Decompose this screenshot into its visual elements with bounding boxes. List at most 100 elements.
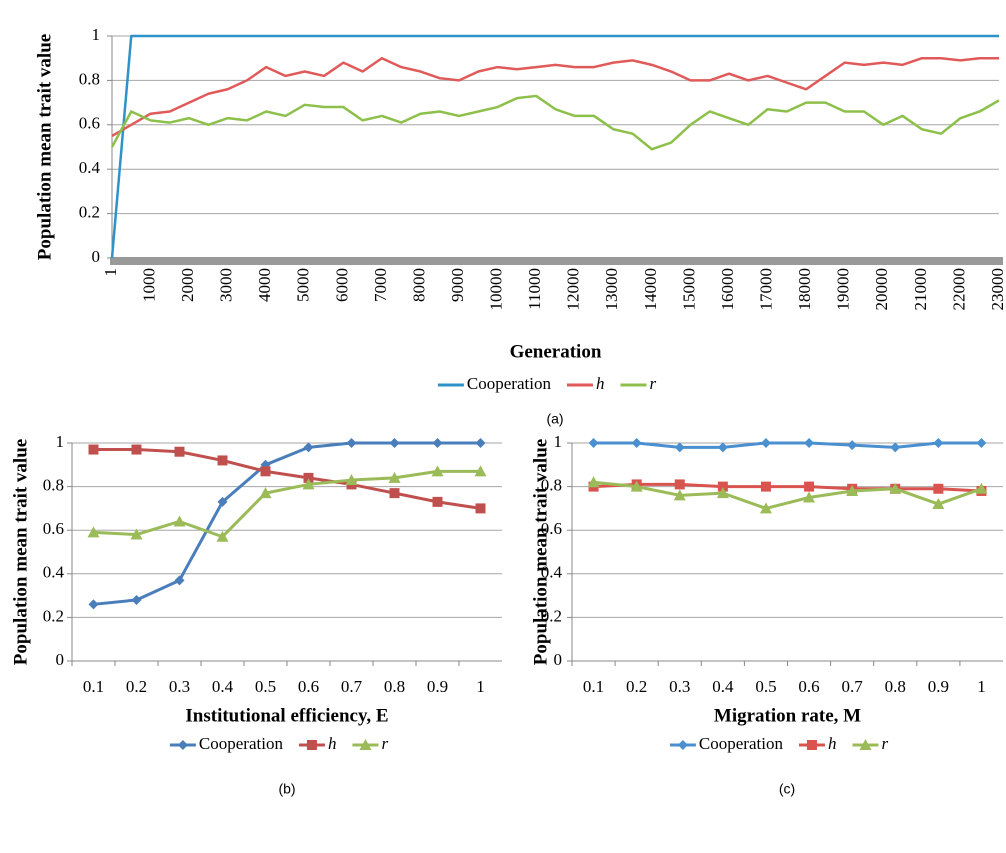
- data-point: [475, 503, 486, 514]
- x-tick-label: 6000: [332, 268, 351, 302]
- x-tick-label: 0.6: [298, 677, 319, 696]
- y-tick-label: 0.6: [43, 519, 64, 538]
- data-point: [345, 474, 358, 486]
- legend-marker: [177, 740, 188, 750]
- data-point: [804, 481, 815, 492]
- data-point: [130, 528, 143, 540]
- data-point: [303, 472, 314, 483]
- data-point: [846, 484, 859, 496]
- x-tick-label: 3000: [217, 268, 236, 302]
- data-point: [717, 481, 728, 492]
- data-point: [717, 442, 728, 453]
- x-tick-label: 11000: [525, 268, 544, 310]
- data-point: [847, 440, 858, 451]
- y-tick-label: 1: [554, 432, 563, 451]
- x-tick-label: 0.3: [669, 677, 690, 696]
- data-point: [432, 496, 443, 507]
- caption: (b): [278, 781, 295, 797]
- x-tick-label: 0.8: [384, 677, 405, 696]
- x-tick-label: 17000: [757, 268, 776, 311]
- legend-item: h: [566, 374, 605, 393]
- legend-label: h: [596, 374, 605, 393]
- data-point: [431, 465, 444, 477]
- x-tick-label: 15000: [679, 268, 698, 311]
- y-tick-label: 0: [92, 247, 101, 266]
- series-line: [111, 56, 999, 137]
- x-tick-label: 12000: [564, 268, 583, 311]
- legend-marker: [677, 740, 688, 750]
- y-tick-label: 0.2: [79, 203, 100, 222]
- legend-marker: [359, 739, 372, 750]
- x-tick-label: 7000: [371, 268, 390, 302]
- x-tick-label: 20000: [872, 268, 891, 311]
- data-point: [474, 465, 487, 477]
- data-point: [131, 444, 142, 455]
- data-point: [303, 442, 314, 453]
- data-point: [217, 496, 228, 507]
- data-point: [631, 438, 642, 448]
- x-tick-label: 0.6: [798, 677, 819, 696]
- x-tick-label: 0.7: [341, 677, 363, 696]
- legend-marker: [306, 740, 317, 750]
- x-tick-label: 0.7: [842, 677, 864, 696]
- y-tick-label: 0.8: [79, 69, 100, 88]
- data-point: [475, 438, 486, 448]
- data-point: [346, 438, 357, 448]
- x-tick-label: 1000: [139, 268, 158, 302]
- y-axis-title: Population mean trait value: [530, 439, 551, 665]
- legend-marker: [806, 740, 817, 750]
- legend-item: h: [298, 734, 337, 753]
- data-point: [174, 575, 185, 586]
- y-axis-title: Population mean trait value: [34, 34, 55, 260]
- x-tick-label: 22000: [949, 268, 968, 311]
- x-tick-label: 0.9: [928, 677, 949, 696]
- data-point: [889, 482, 902, 494]
- data-point: [674, 479, 685, 490]
- data-point: [933, 438, 944, 448]
- x-tick-label: 0.4: [712, 677, 734, 696]
- data-point: [259, 487, 272, 499]
- data-point: [131, 594, 142, 605]
- x-tick-label: 19000: [834, 268, 853, 311]
- y-tick-label: 0.2: [43, 606, 64, 625]
- data-point: [975, 482, 988, 494]
- x-tick-label: 23000: [988, 268, 1006, 311]
- x-tick-label: 0.1: [583, 677, 604, 696]
- data-point: [760, 481, 771, 492]
- y-tick-label: 0.8: [43, 476, 64, 495]
- x-tick-label: 14000: [641, 268, 660, 311]
- x-tick-label: 8000: [409, 268, 428, 302]
- data-point: [302, 478, 315, 490]
- x-tick-label: 16000: [718, 268, 737, 311]
- data-point: [432, 438, 443, 448]
- legend-label: h: [328, 734, 337, 753]
- y-tick-label: 0.4: [79, 158, 101, 177]
- x-tick-label: 9000: [448, 268, 467, 302]
- legend-item: Cooperation: [169, 734, 283, 753]
- x-axis-title: Institutional efficiency, E: [185, 705, 388, 726]
- x-axis-title: Migration rate, M: [714, 705, 861, 726]
- x-tick-label: 1: [101, 268, 120, 277]
- y-tick-label: 0.4: [541, 563, 563, 582]
- x-tick-label: 5000: [294, 268, 313, 302]
- data-point: [88, 444, 99, 455]
- legend-item: r: [852, 734, 888, 753]
- data-point: [216, 530, 229, 542]
- y-tick-label: 1: [56, 432, 65, 451]
- x-tick-label: 0.9: [427, 677, 448, 696]
- x-tick-label: 0.4: [212, 677, 234, 696]
- y-tick-label: 0.6: [79, 114, 100, 133]
- legend-marker: [859, 739, 872, 750]
- series-line: [110, 34, 999, 259]
- data-point: [716, 487, 729, 499]
- legend-label: Cooperation: [699, 734, 784, 753]
- data-point: [976, 438, 987, 448]
- legend-item: r: [352, 734, 388, 753]
- data-point: [803, 491, 816, 503]
- x-tick-label: 0.1: [83, 677, 104, 696]
- x-tick-label: 0.5: [755, 677, 776, 696]
- y-tick-label: 1: [92, 25, 101, 44]
- x-axis-title: Generation: [510, 341, 602, 362]
- data-point: [388, 471, 401, 483]
